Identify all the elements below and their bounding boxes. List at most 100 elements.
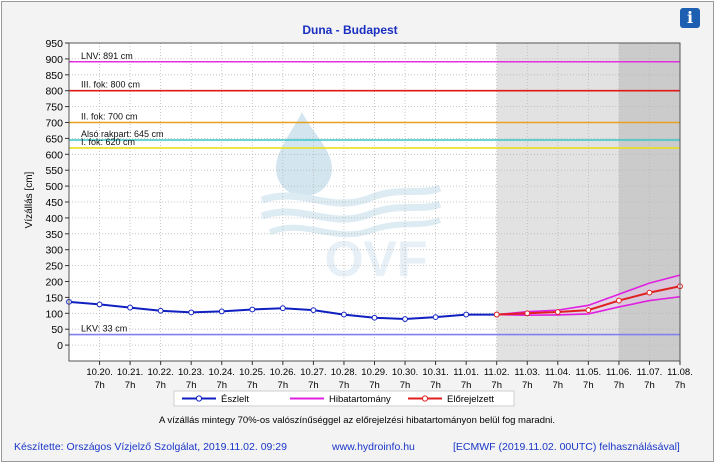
x-tick-label-hour: 7h — [308, 380, 319, 391]
legend-label: Észlelt — [221, 394, 249, 405]
x-tick-label-hour: 7h — [430, 380, 441, 391]
x-tick-label-date: 11.02. — [484, 367, 510, 378]
x-tick-label-hour: 7h — [461, 380, 472, 391]
x-tick-label-date: 10.20. — [86, 367, 112, 378]
legend-marker — [421, 395, 429, 402]
y-tick-label: 350 — [45, 229, 63, 241]
threshold-label: I. fok: 620 cm — [81, 137, 135, 147]
y-tick-label: 50 — [51, 324, 63, 336]
x-tick-label-hour: 7h — [491, 380, 502, 391]
x-tick-label-hour: 7h — [186, 380, 197, 391]
footer-model: [ECMWF (2019.11.02. 00UTC) felhasználásá… — [453, 441, 680, 453]
x-tick-label-date: 11.06. — [606, 367, 632, 378]
x-tick-label-hour: 7h — [553, 380, 564, 391]
threshold-label: LKV: 33 cm — [81, 324, 127, 334]
watermark-text: OVF — [325, 231, 428, 287]
y-tick-label: 100 — [45, 308, 63, 320]
threshold-label: II. fok: 700 cm — [81, 112, 138, 122]
x-tick-label-hour: 7h — [644, 380, 655, 391]
x-tick-label-date: 10.23. — [178, 367, 204, 378]
observed-point — [402, 316, 408, 322]
x-tick-label-hour: 7h — [125, 380, 136, 391]
legend-label: Előrejelzett — [447, 394, 494, 405]
legend: Észlelt Hibatartomány Előrejelzett — [173, 390, 515, 407]
y-tick-label: 800 — [45, 86, 63, 98]
x-tick-label-hour: 7h — [400, 380, 411, 391]
y-tick-label: 550 — [45, 165, 63, 177]
x-tick-label-date: 10.31. — [422, 367, 448, 378]
threshold-label: III. fok: 800 cm — [81, 80, 140, 90]
x-tick-label-date: 10.22. — [147, 367, 173, 378]
wave-icon — [260, 184, 442, 207]
y-tick-label: 850 — [45, 70, 63, 82]
x-tick-label-date: 10.29. — [361, 367, 387, 378]
footer-author: Készítette: Országos Vízjelző Szolgálat,… — [14, 441, 287, 453]
forecast-point — [524, 310, 531, 317]
observed-point — [218, 308, 225, 315]
y-tick-label: 750 — [45, 102, 63, 114]
x-tick-label-date: 10.25. — [239, 367, 265, 378]
forecast-note: A vízállás mintegy 70%-os valószínűségge… — [159, 415, 555, 426]
x-tick-label-hour: 7h — [216, 380, 227, 391]
y-tick-label: 150 — [45, 292, 63, 304]
threshold-label: Alsó rakpart: 645 cm — [81, 129, 164, 139]
x-tick-label-hour: 7h — [369, 380, 380, 391]
footer-link[interactable]: www.hydroinfo.hu — [332, 441, 415, 453]
x-axis: 10.20. 7h 10.21. 7h 10.22. 7h 10.23. 7h 10.24. 7h… — [86, 361, 693, 391]
y-tick-label: 900 — [45, 54, 63, 66]
y-tick-label: 450 — [45, 197, 63, 209]
observed-point — [188, 309, 195, 316]
info-button[interactable]: i — [680, 8, 700, 28]
x-tick-label-date: 10.21. — [117, 367, 143, 378]
y-tick-label: 950 — [45, 38, 63, 50]
x-tick-label-date: 11.08. — [667, 367, 693, 378]
x-tick-label-date: 11.04. — [545, 367, 571, 378]
x-tick-label-hour: 7h — [522, 380, 533, 391]
observed-point — [279, 305, 286, 312]
y-tick-label: 650 — [45, 133, 63, 145]
legend-marker — [195, 395, 203, 402]
y-axis-label: Vízállás [cm] — [24, 171, 35, 228]
threshold-label: LNV: 891 cm — [81, 51, 133, 61]
x-tick-label-date: 11.01. — [453, 367, 479, 378]
x-tick-label-date: 10.26. — [270, 367, 296, 378]
y-tick-label: 300 — [45, 245, 63, 257]
y-tick-label: 250 — [45, 261, 63, 273]
observed-point — [341, 311, 347, 318]
observed-point — [157, 307, 164, 314]
x-tick-label-hour: 7h — [339, 380, 350, 391]
y-tick-label: 0 — [57, 340, 63, 352]
legend-label: Hibatartomány — [329, 394, 391, 405]
wave-icon — [260, 200, 442, 223]
y-tick-label: 200 — [45, 277, 63, 289]
x-tick-label-hour: 7h — [247, 380, 258, 391]
legend-box — [173, 390, 515, 407]
y-tick-label: 400 — [45, 213, 63, 225]
wave-icon — [268, 217, 442, 238]
observed-point — [371, 314, 378, 321]
observed-point — [310, 307, 317, 314]
x-tick-label-date: 11.07. — [637, 367, 663, 378]
x-tick-label-date: 10.24. — [209, 367, 235, 378]
y-axis: 0 50 100 150 200 250 300 350 400 450 500 550 600 650 7… — [45, 38, 69, 352]
forecast-point — [554, 309, 561, 315]
x-tick-label-hour: 7h — [614, 380, 625, 391]
chart-title: Duna - Budapest — [302, 23, 397, 37]
x-tick-label-date: 10.28. — [331, 367, 357, 378]
y-tick-label: 700 — [45, 118, 63, 130]
x-tick-label-date: 11.05. — [575, 367, 601, 378]
observed-point — [432, 314, 439, 321]
x-tick-label-hour: 7h — [278, 380, 289, 391]
x-tick-label-hour: 7h — [675, 380, 686, 391]
info-icon: i — [686, 8, 694, 27]
grid — [69, 42, 681, 361]
y-tick-label: 600 — [45, 149, 63, 161]
forecast-point — [493, 311, 500, 318]
x-tick-label-date: 10.27. — [300, 367, 326, 378]
y-tick-label: 500 — [45, 181, 63, 193]
forecast-point — [616, 297, 622, 304]
observed-point — [463, 311, 470, 318]
x-tick-label-hour: 7h — [155, 380, 166, 391]
observed-point — [249, 306, 256, 313]
